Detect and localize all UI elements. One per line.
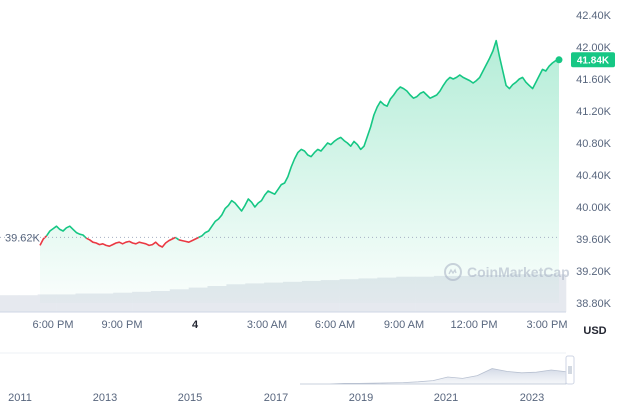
x-tick-label: 9:00 AM xyxy=(384,319,424,331)
x-tick-label: 3:00 PM xyxy=(527,319,568,331)
price-area-fill xyxy=(40,40,559,303)
navigator-year-label: 2011 xyxy=(8,392,32,404)
current-price-label: 41.84K xyxy=(577,55,610,66)
price-line xyxy=(39,39,560,248)
y-tick-label: 40.00K xyxy=(576,202,612,214)
y-tick-label: 42.00K xyxy=(576,42,612,54)
navigator-year-axis: 2011 2013 2015 2017 2019 2021 2023 xyxy=(8,392,544,404)
x-tick-label: 6:00 AM xyxy=(315,319,355,331)
navigator-year-label: 2017 xyxy=(264,392,288,404)
y-tick-label: 40.40K xyxy=(576,170,612,182)
volume-bar xyxy=(18,295,39,312)
x-tick-label: 3:00 AM xyxy=(247,319,287,331)
watermark-text: CoinMarketCap xyxy=(467,264,570,280)
y-tick-label: 39.60K xyxy=(576,234,612,246)
y-tick-label: 40.80K xyxy=(576,138,612,150)
current-price-badge xyxy=(571,52,615,68)
y-tick-label: 39.20K xyxy=(576,266,612,278)
y-axis: 42.40K 42.00K 41.60K 41.20K 40.80K 40.40K 40.0… xyxy=(576,10,612,310)
currency-unit-label: USD xyxy=(583,325,606,337)
navigator-year-label: 2023 xyxy=(520,392,544,404)
range-navigator: 2011 2013 2015 2017 2019 2021 2023 xyxy=(0,352,575,404)
price-line-down-segment xyxy=(85,236,176,248)
price-area xyxy=(40,40,559,303)
volume-bar xyxy=(0,295,20,312)
navigator-area xyxy=(300,368,567,385)
reference-price-label: 39.62K xyxy=(5,232,41,244)
y-tick-label: 41.20K xyxy=(576,106,612,118)
price-line-down-segment xyxy=(39,235,48,246)
y-tick-label: 38.80K xyxy=(576,298,612,310)
watermark: CoinMarketCap xyxy=(444,263,570,281)
coinmarketcap-logo-icon xyxy=(444,263,462,281)
navigator-year-label: 2015 xyxy=(178,392,202,404)
current-price-dot xyxy=(555,56,563,64)
price-line-up-segment xyxy=(45,225,87,239)
navigator-year-label: 2019 xyxy=(349,392,373,404)
x-tick-label: 9:00 PM xyxy=(102,319,143,331)
x-axis: 6:00 PM 9:00 PM 4 3:00 AM 6:00 AM 9:00 AM 12:0… xyxy=(33,319,568,331)
y-tick-label: 42.40K xyxy=(576,10,612,22)
navigator-year-label: 2021 xyxy=(434,392,458,404)
x-tick-label: 6:00 PM xyxy=(33,319,74,331)
navigator-year-label: 2013 xyxy=(93,392,117,404)
navigator-range-handle[interactable] xyxy=(565,355,575,385)
coinmarketcap-logo-mark xyxy=(448,268,457,275)
x-tick-label: 4 xyxy=(192,319,199,331)
price-line-up-segment xyxy=(198,39,560,239)
y-tick-label: 41.60K xyxy=(576,74,612,86)
x-tick-label: 12:00 PM xyxy=(450,319,497,331)
price-line-down-segment xyxy=(178,236,200,243)
